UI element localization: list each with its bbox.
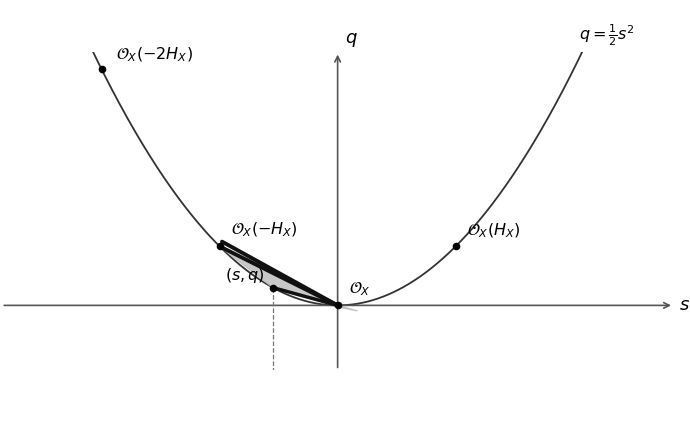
Text: $q$: $q$ bbox=[345, 31, 357, 49]
Text: $\mathcal{O}_X(-2H_X)$: $\mathcal{O}_X(-2H_X)$ bbox=[116, 45, 193, 64]
Text: $\mathcal{O}_X$: $\mathcal{O}_X$ bbox=[349, 281, 371, 298]
Polygon shape bbox=[337, 306, 357, 311]
Text: $\mathcal{O}_X(H_X)$: $\mathcal{O}_X(H_X)$ bbox=[467, 222, 521, 241]
Text: $s$: $s$ bbox=[678, 296, 689, 314]
Text: $\mathcal{O}_X(-H_X)$: $\mathcal{O}_X(-H_X)$ bbox=[231, 221, 298, 239]
Text: $(s,q)$: $(s,q)$ bbox=[225, 266, 264, 285]
Polygon shape bbox=[219, 246, 337, 306]
Text: $q = \frac{1}{2}s^2$: $q = \frac{1}{2}s^2$ bbox=[580, 22, 635, 48]
